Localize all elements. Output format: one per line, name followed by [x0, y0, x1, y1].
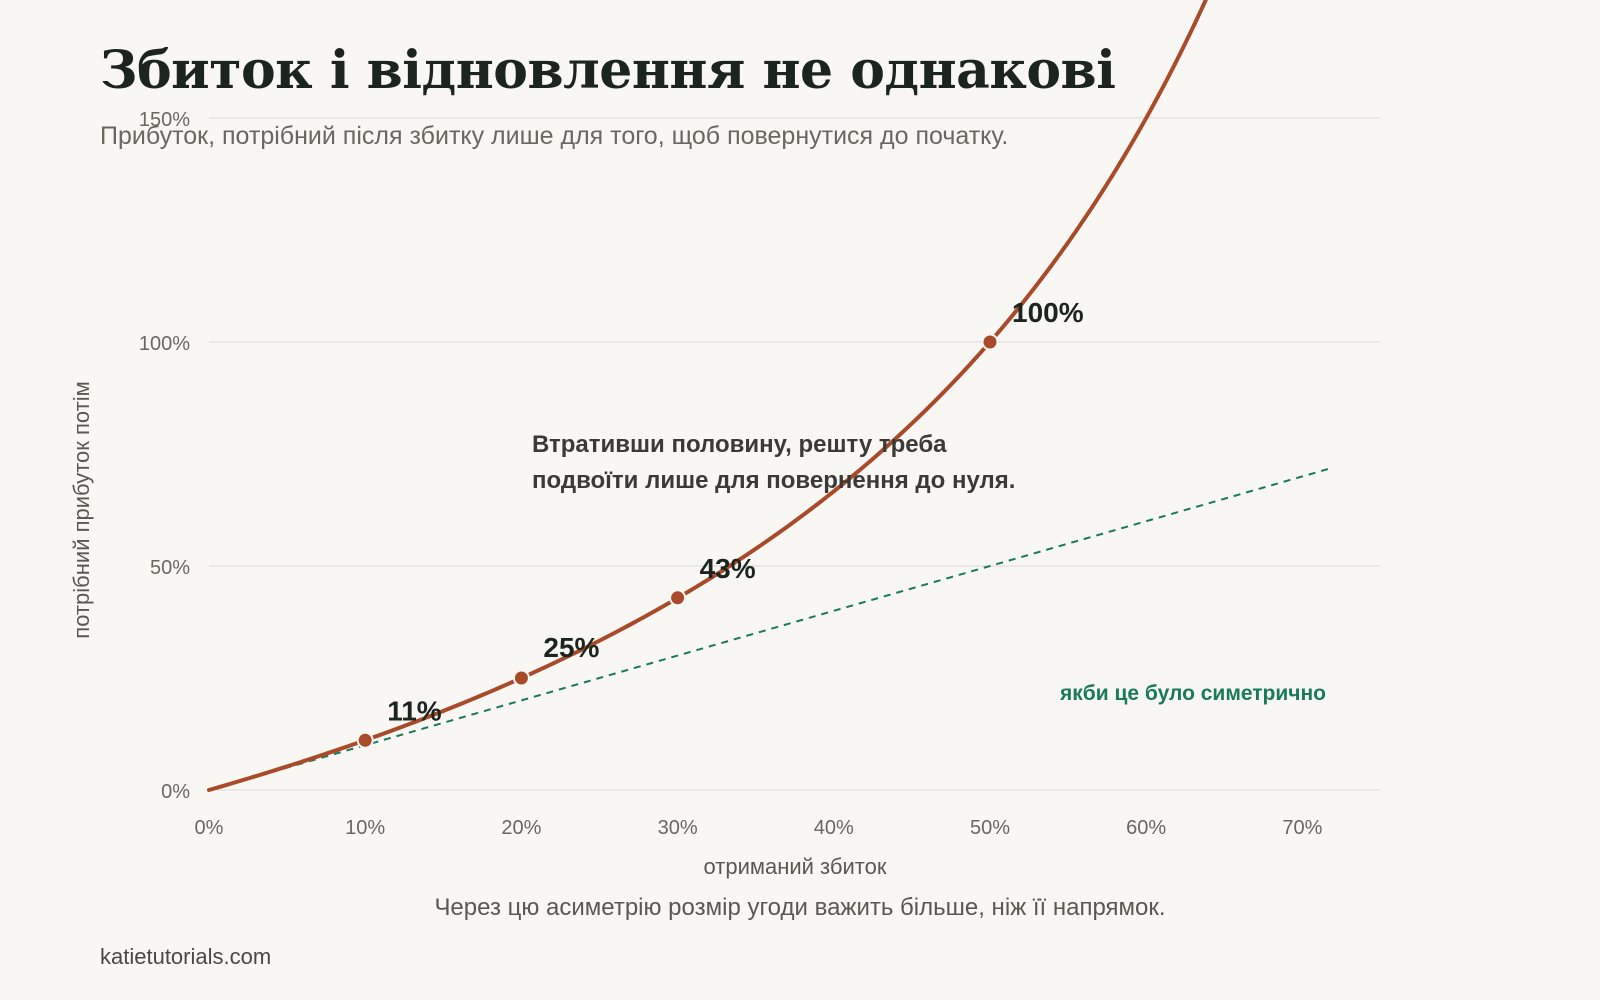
x-tick-label: 20% [501, 817, 541, 839]
y-tick-label: 0% [161, 781, 190, 803]
y-tick-label: 50% [150, 557, 190, 579]
labels-layer: 0%50%100%150%200%250%0%10%20%30%40%50%60… [139, 109, 1326, 839]
annotation-line-2: подвоїти лише для повернення до нуля. [532, 467, 1015, 494]
y-tick-label: 100% [139, 333, 190, 355]
grid-layer [209, 117, 1380, 791]
x-tick-label: 30% [658, 817, 698, 839]
x-tick-label: 0% [195, 817, 224, 839]
x-tick-label: 50% [970, 817, 1010, 839]
highlight-point [356, 731, 374, 749]
series-layer [207, 0, 1334, 792]
footer-note: Через цю асиметрію розмір угоди важить б… [434, 894, 1166, 921]
y-tick-label: 150% [139, 109, 190, 131]
highlight-label: 11% [387, 695, 442, 726]
recovery-curve [207, 0, 1208, 792]
y-axis-title: потрібний прибуток потім [69, 381, 94, 638]
highlight-point [669, 589, 687, 607]
points-layer [356, 333, 999, 749]
x-tick-label: 60% [1126, 817, 1166, 839]
highlight-label: 100% [1012, 297, 1084, 328]
x-tick-label: 10% [345, 817, 385, 839]
symmetric-line-label: якби це було симетрично [1059, 682, 1326, 705]
symmetric-line [208, 466, 1334, 791]
chart-annotation: Втративши половину, решту треба подвоїти… [532, 431, 1015, 494]
x-tick-label: 40% [814, 817, 854, 839]
x-tick-label: 70% [1282, 817, 1322, 839]
highlight-point [512, 669, 530, 687]
highlight-label: 25% [543, 632, 599, 663]
highlight-point [981, 333, 999, 351]
page-subtitle: Прибуток, потрібний після збитку лише дл… [100, 122, 1009, 150]
page-title: Збиток і відновлення не однакові [100, 40, 1116, 101]
annotation-line-1: Втративши половину, решту треба [532, 431, 947, 458]
x-axis-title: отриманий збиток [704, 854, 887, 879]
source-credit: katietutorials.com [100, 944, 272, 969]
highlight-label: 43% [700, 553, 756, 584]
